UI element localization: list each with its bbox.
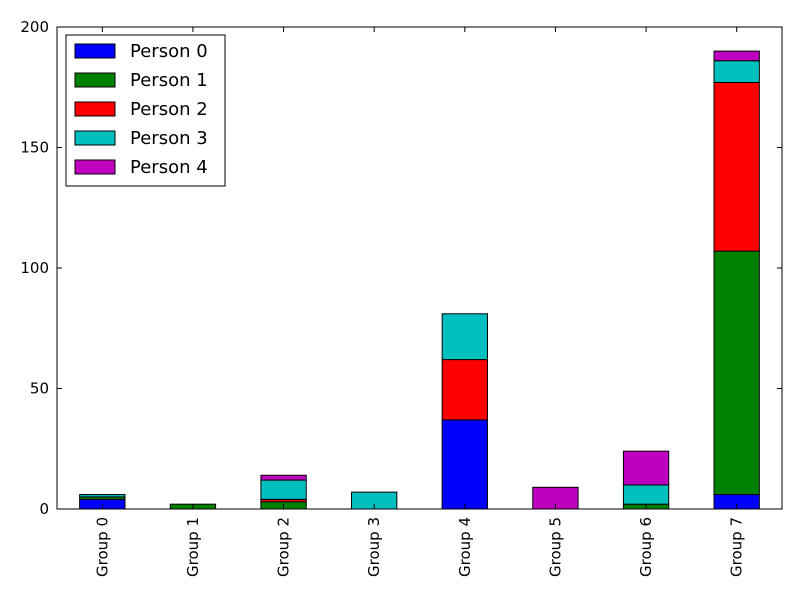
- legend-swatch: [74, 43, 116, 59]
- bar-group-2-person-4: [260, 474, 307, 481]
- bar-group-7-person-2: [713, 81, 760, 252]
- legend-label: Person 0: [130, 41, 208, 62]
- legend-swatch: [74, 72, 116, 88]
- x-tick-label: Group 5: [546, 517, 564, 577]
- bar-group-7-person-1: [713, 250, 760, 496]
- bar-group-2-person-3: [260, 479, 307, 500]
- x-tick-label: Group 0: [93, 517, 111, 577]
- legend: Person 0 Person 1 Person 2 Person 3 Person 4: [65, 34, 226, 187]
- y-tick-label: 200: [20, 18, 49, 36]
- y-tick-label: 50: [30, 380, 49, 398]
- bar-group-6-person-3: [622, 484, 670, 505]
- x-tick-label: Group 4: [456, 517, 474, 577]
- bar-group-7-person-3: [713, 60, 760, 83]
- legend-swatch: [74, 130, 116, 146]
- legend-swatch: [74, 159, 116, 175]
- legend-swatch: [74, 101, 116, 117]
- bar-group-4-person-3: [441, 313, 488, 361]
- bar-group-7-person-4: [713, 50, 760, 62]
- y-tick-label: 100: [20, 259, 49, 277]
- x-tick-label: Group 1: [184, 517, 202, 577]
- x-tick-label: Group 7: [728, 517, 746, 577]
- bar-group-4-person-2: [441, 359, 488, 421]
- legend-label: Person 2: [130, 99, 208, 120]
- legend-label: Person 1: [130, 70, 208, 91]
- x-tick-label: Group 3: [365, 517, 383, 577]
- y-tick-label: 0: [39, 500, 49, 518]
- bar-group-4-person-0: [441, 419, 488, 510]
- legend-label: Person 3: [130, 128, 208, 149]
- x-tick-label: Group 2: [275, 517, 293, 577]
- legend-label: Person 4: [130, 157, 208, 178]
- y-tick-label: 150: [20, 139, 49, 157]
- bar-group-0-person-3: [79, 494, 126, 498]
- bar-group-6-person-4: [622, 450, 670, 486]
- axes-layer: 0 50 100 150 200 Group 0 Group 1 Group 2 Group 3…: [20, 18, 782, 577]
- x-tick-label: Group 6: [637, 517, 655, 577]
